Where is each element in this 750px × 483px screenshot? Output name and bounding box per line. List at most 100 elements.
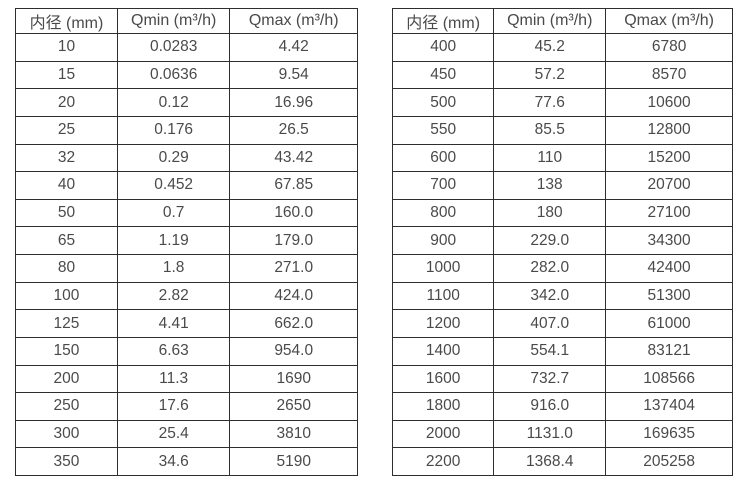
table-cell: 45.2	[493, 33, 607, 62]
table-cell: 77.6	[493, 88, 607, 117]
table-row: 2200 1368.4 205258	[391, 447, 733, 476]
table-cell: 1100	[391, 281, 495, 311]
table-row: 500 77.6 10600	[391, 88, 733, 117]
table-cell: 1131.0	[493, 419, 607, 449]
table-cell: 10600	[605, 88, 733, 117]
table-cell: 282.0	[493, 254, 607, 283]
table-cell: 34.6	[116, 447, 231, 476]
table-cell: 15	[15, 60, 118, 90]
table-cell: 1.8	[116, 254, 231, 283]
table-cell: 51300	[605, 281, 733, 311]
table-cell: 732.7	[493, 364, 607, 394]
table-row: 1600 732.7 108566	[391, 364, 733, 394]
table-cell: 0.29	[116, 143, 231, 173]
table-cell: 800	[391, 198, 495, 228]
table-cell: 108566	[605, 364, 733, 394]
table-row: 100 2.82 424.0	[15, 281, 358, 311]
table-row: 2000 1131.0 169635	[391, 419, 733, 449]
table-cell: 85.5	[493, 115, 607, 145]
table-cell: 43.42	[229, 143, 358, 173]
column-header: Qmin (m³/h)	[493, 8, 607, 34]
table-cell: 1690	[229, 364, 358, 394]
table-cell: 250	[15, 392, 118, 421]
table-cell: 600	[391, 143, 495, 173]
table-cell: 350	[15, 447, 118, 476]
table-row: 800 180 27100	[391, 198, 733, 228]
table-cell: 17.6	[116, 392, 231, 421]
table-row: 1400 554.1 83121	[391, 336, 733, 366]
table-row: 900 229.0 34300	[391, 226, 733, 255]
table-cell: 179.0	[229, 226, 358, 255]
table-cell: 2000	[391, 419, 495, 449]
table-cell: 6780	[605, 33, 733, 62]
flow-table-large-diameters: 内径 (mm) Qmin (m³/h) Qmax (m³/h) 400 45.2 6780…	[391, 8, 733, 476]
table-cell: 110	[493, 143, 607, 173]
table-cell: 4.41	[116, 309, 231, 338]
table-cell: 67.85	[229, 171, 358, 200]
table-cell: 1600	[391, 364, 495, 394]
table-cell: 0.176	[116, 115, 231, 145]
table-cell: 50	[15, 198, 118, 228]
table-cell: 138	[493, 171, 607, 200]
table-row: 125 4.41 662.0	[15, 309, 358, 338]
table-cell: 1400	[391, 336, 495, 366]
table-cell: 2650	[229, 392, 358, 421]
table-row: 550 85.5 12800	[391, 115, 733, 145]
table-cell: 450	[391, 60, 495, 90]
table-cell: 6.63	[116, 336, 231, 366]
table-row: 65 1.19 179.0	[15, 226, 358, 255]
table-cell: 700	[391, 171, 495, 200]
table-cell: 271.0	[229, 254, 358, 283]
table-cell: 180	[493, 198, 607, 228]
table-cell: 554.1	[493, 336, 607, 366]
table-cell: 61000	[605, 309, 733, 338]
table-cell: 160.0	[229, 198, 358, 228]
table-cell: 20	[15, 88, 118, 117]
table-row: 20 0.12 16.96	[15, 88, 358, 117]
column-header: Qmin (m³/h)	[116, 8, 231, 34]
table-row: 50 0.7 160.0	[15, 198, 358, 228]
table-cell: 83121	[605, 336, 733, 366]
table-row: 300 25.4 3810	[15, 419, 358, 449]
table-cell: 125	[15, 309, 118, 338]
table-row: 1200 407.0 61000	[391, 309, 733, 338]
table-cell: 27100	[605, 198, 733, 228]
table-row: 700 138 20700	[391, 171, 733, 200]
table-cell: 916.0	[493, 392, 607, 421]
table-cell: 137404	[605, 392, 733, 421]
table-cell: 2.82	[116, 281, 231, 311]
table-cell: 150	[15, 336, 118, 366]
table-cell: 0.0636	[116, 60, 231, 90]
table-row: 250 17.6 2650	[15, 392, 358, 421]
table-cell: 400	[391, 33, 495, 62]
table-cell: 9.54	[229, 60, 358, 90]
table-row: 450 57.2 8570	[391, 60, 733, 90]
table-row: 15 0.0636 9.54	[15, 60, 358, 90]
table-cell: 1200	[391, 309, 495, 338]
column-header: 内径 (mm)	[15, 8, 118, 34]
table-row: 400 45.2 6780	[391, 33, 733, 62]
header-row: 内径 (mm) Qmin (m³/h) Qmax (m³/h)	[15, 8, 358, 34]
table-row: 1000 282.0 42400	[391, 254, 733, 283]
table-cell: 1.19	[116, 226, 231, 255]
table-cell: 57.2	[493, 60, 607, 90]
table-cell: 200	[15, 364, 118, 394]
table-cell: 0.7	[116, 198, 231, 228]
table-cell: 205258	[605, 447, 733, 476]
table-cell: 80	[15, 254, 118, 283]
table-cell: 65	[15, 226, 118, 255]
table-cell: 10	[15, 33, 118, 62]
table-cell: 2200	[391, 447, 495, 476]
table-cell: 34300	[605, 226, 733, 255]
table-cell: 407.0	[493, 309, 607, 338]
table-row: 1800 916.0 137404	[391, 392, 733, 421]
table-cell: 1368.4	[493, 447, 607, 476]
table-row: 25 0.176 26.5	[15, 115, 358, 145]
table-cell: 11.3	[116, 364, 231, 394]
table-row: 350 34.6 5190	[15, 447, 358, 476]
table-cell: 3810	[229, 419, 358, 449]
table-row: 1100 342.0 51300	[391, 281, 733, 311]
table-cell: 100	[15, 281, 118, 311]
table-cell: 4.42	[229, 33, 358, 62]
